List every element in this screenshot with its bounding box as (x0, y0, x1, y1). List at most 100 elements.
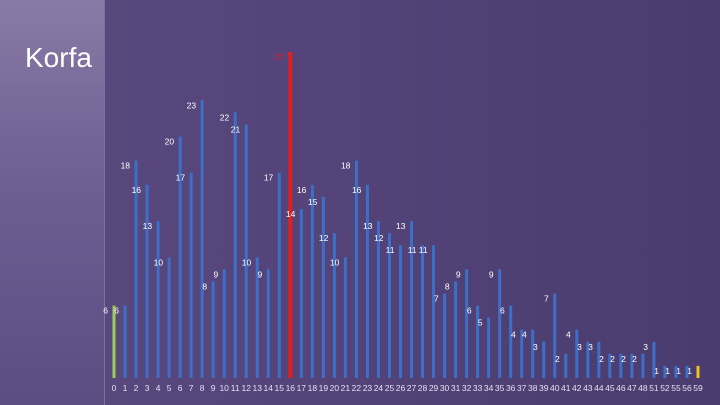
value-label-19: 15 (308, 197, 318, 207)
bar-28 (421, 245, 425, 378)
bar-39 (542, 341, 546, 378)
bar-41 (564, 353, 568, 378)
x-tick-20: 20 (330, 383, 340, 393)
x-tick-11: 11 (231, 383, 240, 393)
x-tick-55: 55 (671, 383, 681, 393)
x-tick-5: 5 (167, 383, 172, 393)
x-tick-43: 43 (583, 383, 593, 393)
x-tick-10: 10 (219, 383, 229, 393)
x-tick-14: 14 (264, 383, 274, 393)
value-label-52: 1 (654, 366, 659, 376)
value-label-2: 18 (121, 161, 131, 171)
bar-7 (189, 172, 193, 378)
value-label-46: 2 (610, 354, 615, 364)
bar-0 (112, 305, 116, 378)
x-tick-0: 0 (112, 383, 117, 393)
value-label-27: 13 (396, 221, 406, 231)
bar-14 (266, 269, 270, 378)
x-tick-36: 36 (506, 383, 516, 393)
bar-20 (332, 233, 336, 378)
value-label-37: 4 (511, 330, 516, 340)
bar-33 (476, 305, 480, 378)
bar-1 (123, 305, 127, 378)
x-tick-33: 33 (473, 383, 483, 393)
value-label-1: 6 (114, 306, 119, 316)
x-tick-19: 19 (319, 383, 329, 393)
x-tick-46: 46 (616, 383, 626, 393)
value-label-47: 2 (621, 354, 626, 364)
x-tick-59: 59 (693, 383, 703, 393)
bar-21 (343, 257, 347, 378)
value-label-56: 1 (676, 366, 681, 376)
x-tick-26: 26 (396, 383, 406, 393)
bar-4 (156, 221, 160, 378)
value-label-28: 11 (408, 245, 417, 255)
value-label-43: 3 (577, 342, 582, 352)
value-label-45: 2 (599, 354, 604, 364)
x-tick-22: 22 (352, 383, 362, 393)
x-tick-44: 44 (594, 383, 604, 393)
x-tick-15: 15 (275, 383, 285, 393)
x-tick-37: 37 (517, 383, 527, 393)
value-label-6: 20 (165, 137, 175, 147)
bar-55 (674, 365, 678, 378)
bar-32 (465, 269, 469, 378)
value-label-33: 6 (467, 306, 472, 316)
value-label-42: 4 (566, 330, 571, 340)
x-tick-32: 32 (462, 383, 472, 393)
bar-13 (255, 257, 259, 378)
x-tick-21: 21 (341, 383, 351, 393)
bar-47 (630, 353, 634, 378)
bar-38 (531, 329, 535, 378)
bar-45 (608, 353, 612, 378)
value-label-17: 14 (286, 209, 296, 219)
value-label-24: 13 (363, 221, 373, 231)
side-band (0, 0, 104, 405)
x-tick-28: 28 (418, 383, 428, 393)
value-label-14: 9 (258, 269, 263, 279)
value-label-39: 3 (533, 342, 538, 352)
slide-title: Korfa (25, 42, 92, 73)
value-label-31: 8 (445, 281, 450, 291)
value-label-25: 12 (374, 233, 384, 243)
value-label-3: 16 (132, 185, 142, 195)
x-tick-8: 8 (200, 383, 205, 393)
x-tick-29: 29 (429, 383, 439, 393)
bar-46 (619, 353, 623, 378)
value-label-59: 1 (687, 366, 692, 376)
value-label-30: 7 (434, 293, 439, 303)
bar-6 (178, 136, 182, 378)
value-label-38: 4 (522, 330, 527, 340)
value-label-51: 3 (643, 342, 648, 352)
value-label-55: 1 (665, 366, 670, 376)
x-tick-48: 48 (638, 383, 648, 393)
x-tick-47: 47 (627, 383, 637, 393)
x-tick-12: 12 (241, 383, 251, 393)
bar-37 (520, 329, 524, 378)
x-tick-56: 56 (682, 383, 692, 393)
x-tick-31: 31 (451, 383, 461, 393)
x-tick-17: 17 (297, 383, 307, 393)
bar-3 (145, 184, 149, 378)
x-tick-52: 52 (660, 383, 670, 393)
bar-35 (498, 269, 502, 378)
value-label-41: 2 (555, 354, 560, 364)
bar-42 (575, 329, 579, 378)
bar-51 (652, 341, 656, 378)
bar-22 (354, 160, 358, 378)
bar-25 (387, 233, 391, 378)
bar-17 (299, 208, 303, 378)
value-label-10: 9 (213, 269, 218, 279)
x-tick-38: 38 (528, 383, 538, 393)
bar-15 (277, 172, 281, 378)
value-label-34: 5 (478, 318, 483, 328)
bar-11 (233, 112, 237, 379)
bar-24 (376, 221, 380, 378)
bar-56 (685, 365, 689, 378)
bar-26 (398, 245, 402, 378)
value-label-7: 17 (176, 173, 186, 183)
bar-16 (288, 52, 293, 378)
bar-30 (443, 293, 447, 378)
bar-5 (167, 257, 171, 378)
bar-40 (553, 293, 557, 378)
